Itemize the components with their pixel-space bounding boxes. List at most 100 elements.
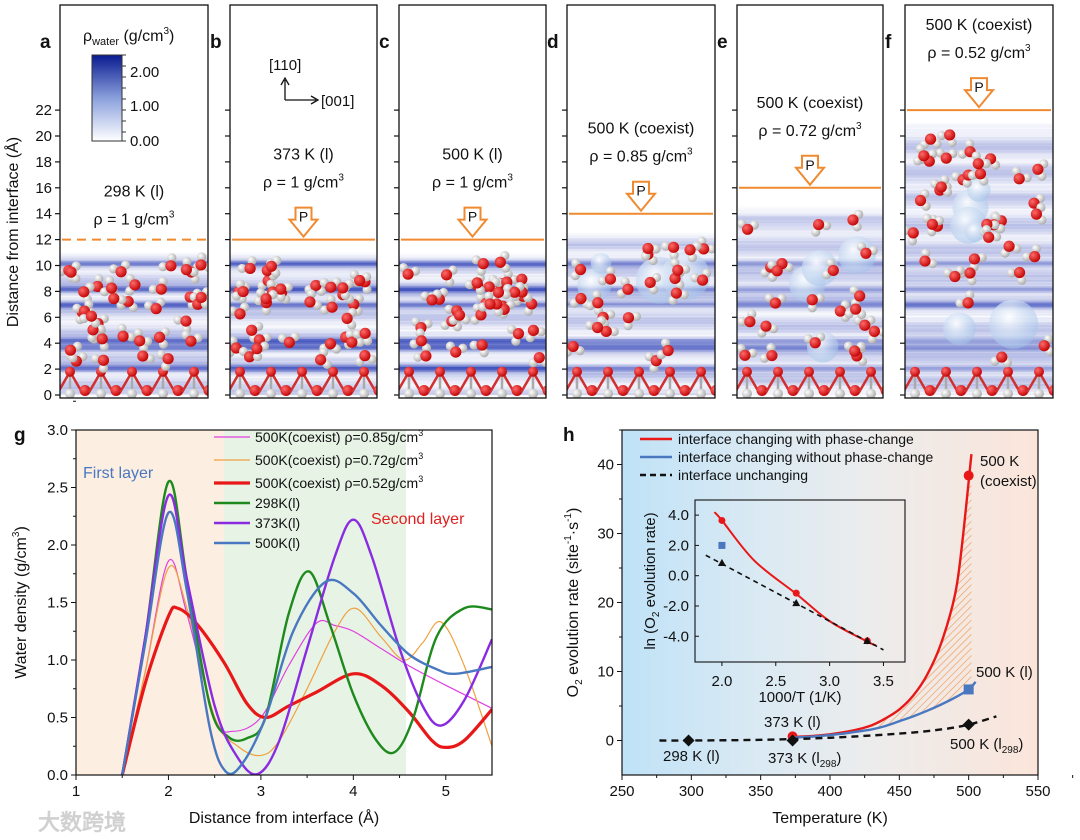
- point-annotation: 373 K (l298): [768, 750, 841, 770]
- x-tick-label: 3: [257, 783, 265, 800]
- data-point-circle: [963, 470, 974, 481]
- point-annotation: 500 K (l298): [950, 736, 1023, 756]
- water-molecule: [180, 257, 199, 277]
- water-molecule: [943, 265, 965, 283]
- water-molecule: [471, 255, 489, 276]
- water-molecule: [349, 269, 372, 287]
- panel-frame: [59, 4, 209, 399]
- text-part: ): [169, 28, 174, 45]
- y-tick-label: 4: [44, 335, 52, 352]
- y-tick-label: 12: [35, 232, 52, 249]
- water-molecule: [1022, 244, 1041, 263]
- water-molecule: [79, 310, 101, 328]
- water-molecule: [137, 343, 155, 364]
- water-molecule: [265, 255, 282, 278]
- legend-label: interface changing without phase-change: [678, 449, 934, 465]
- y-tick-label: 16: [35, 180, 52, 197]
- text-part: 500 K (l: [950, 736, 1002, 753]
- water-molecule: [935, 175, 953, 197]
- data-point-circle: [718, 516, 726, 524]
- water-molecule: [78, 282, 95, 304]
- x-tick-label: 250: [609, 783, 634, 800]
- text-part: 373K(l): [255, 515, 300, 531]
- legend-label: 500K(coexist) ρ=0.52g/cm3: [255, 474, 423, 491]
- water-molecule: [148, 276, 168, 295]
- water-molecule: [494, 251, 511, 273]
- series-line-1: [792, 681, 977, 739]
- legend-label: interface changing with phase-change: [678, 431, 914, 447]
- water-molecule: [585, 290, 604, 311]
- water-molecule: [914, 189, 931, 211]
- y-tick-label: 20: [35, 128, 52, 145]
- water-molecule: [567, 340, 585, 357]
- y-tick-label: 10: [597, 664, 614, 681]
- water-molecule: [737, 219, 759, 235]
- water-molecule: [314, 347, 332, 369]
- legend-item: 500K(coexist) ρ=0.72g/cm3: [214, 451, 423, 468]
- vapor-bubble: [838, 236, 877, 274]
- water-molecule: [181, 330, 203, 347]
- water-molecule: [304, 289, 322, 310]
- panel-label: h: [563, 425, 575, 446]
- data-point-square: [718, 541, 726, 549]
- water-molecule: [955, 290, 975, 309]
- vapor-bubble: [965, 221, 986, 242]
- y-tick-label: 0.0: [47, 767, 68, 784]
- y-tick-label: 40: [597, 457, 614, 474]
- water-molecule: [935, 148, 958, 164]
- y-tick-label: 18: [35, 154, 52, 171]
- water-molecule: [1000, 240, 1022, 258]
- text-part: evolution rate (site: [565, 544, 582, 679]
- water-molecule: [737, 309, 757, 328]
- water-molecule: [616, 277, 634, 299]
- x-tick-label: 4: [349, 783, 357, 800]
- water-molecule: [277, 332, 300, 348]
- inset-x-tick-label: 3.0: [819, 673, 840, 690]
- snapshot-panel-c: c P 500 K (l) ρ = 1 g/cm3: [379, 4, 547, 399]
- x-tick-label: 2: [164, 783, 172, 800]
- water-molecule: [230, 302, 250, 320]
- x-tick-label: 1: [72, 783, 80, 800]
- text-part: 500K(l): [255, 535, 300, 551]
- water-molecule: [445, 341, 468, 358]
- density-colorbar: 2.00 1.00 0.00 ρwater (g/cm3): [83, 26, 174, 150]
- point-annotation: 373 K (l): [764, 714, 821, 731]
- y-tick-label: 2.0: [47, 537, 68, 554]
- temperature-label: 500 K (coexist): [926, 17, 1033, 34]
- y-axis-title: Distance from interface (Å): [3, 137, 22, 327]
- water-molecule: [399, 263, 421, 280]
- water-molecule: [133, 328, 153, 347]
- temperature-label: 298 K (l): [104, 184, 164, 201]
- data-point-diamond: [682, 734, 695, 747]
- vapor-bubble: [943, 312, 976, 346]
- water-molecule: [158, 253, 177, 272]
- water-molecule: [144, 297, 166, 315]
- text-part: 3: [418, 428, 423, 438]
- text-part: 298 K (l): [663, 748, 720, 765]
- x-tick-label: 5: [442, 783, 450, 800]
- water-molecule: [345, 329, 365, 348]
- temperature-label: 373 K (l): [273, 147, 333, 164]
- panel-label: e: [717, 32, 728, 53]
- water-molecule: [440, 265, 458, 287]
- water-molecule: [598, 266, 617, 286]
- water-molecule: [757, 320, 779, 338]
- series-line-2: [120, 605, 492, 775]
- y-tick-label: 8: [44, 283, 52, 300]
- text-part: (g/cm: [119, 28, 163, 45]
- inset-y-tick-label: -4.0: [663, 628, 689, 645]
- text-part: water: [91, 36, 119, 48]
- text-part: 500 K: [980, 453, 1019, 470]
- panel-label: c: [379, 32, 390, 53]
- inset-y-tick-label: 0.0: [668, 568, 689, 585]
- water-molecule: [843, 341, 866, 357]
- series-line-4: [121, 493, 492, 775]
- panel-frame: [566, 4, 716, 399]
- text-part: 3: [418, 451, 423, 461]
- colorbar-tick-label: 0.00: [130, 133, 159, 150]
- water-molecule: [507, 324, 525, 346]
- inset-x-axis-title: 1000/T (1/K): [758, 689, 841, 706]
- legend-label: 298K(l): [255, 495, 300, 511]
- density-label: ρ = 1 g/cm3: [94, 210, 175, 229]
